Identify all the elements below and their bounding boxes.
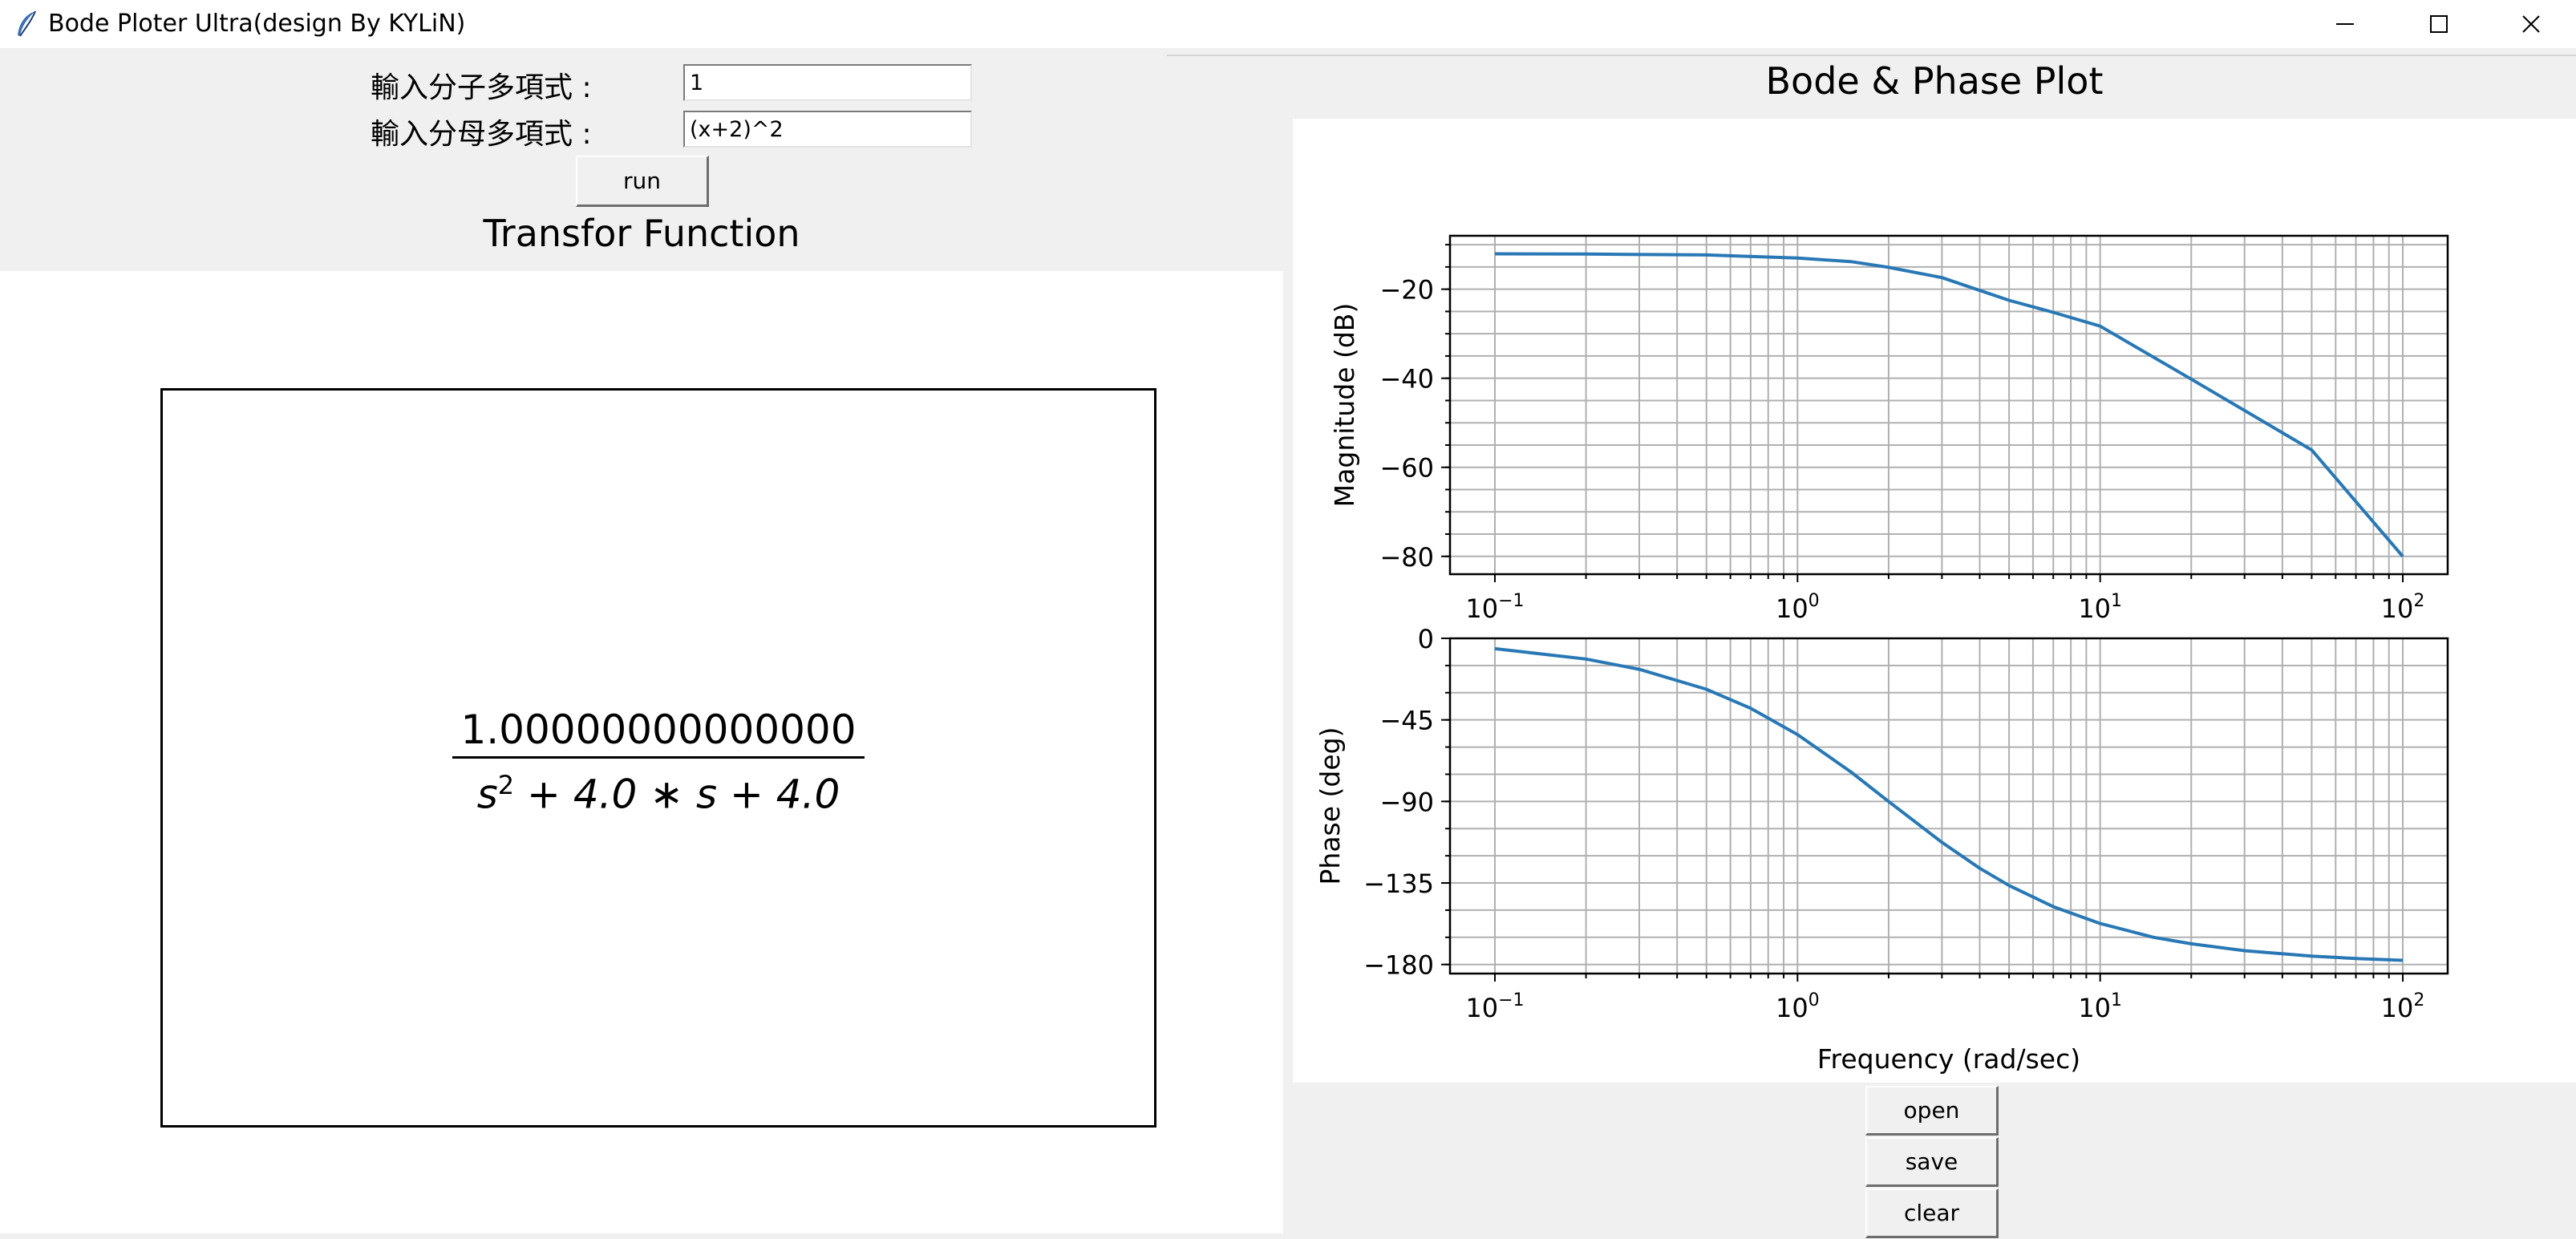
numerator-input[interactable]: [683, 64, 972, 101]
minimize-button[interactable]: [2299, 0, 2392, 48]
y-tick-label: −90: [1379, 787, 1434, 817]
x-tick-exponent: 2: [2413, 591, 2424, 611]
axes-frame: [1448, 234, 2449, 576]
y-tick-label: −45: [1379, 706, 1434, 736]
tf-denominator: s2 + 4.0 ∗ s + 4.0: [163, 759, 1154, 821]
y-tick-label: −40: [1379, 364, 1434, 395]
x-tick-exponent: −1: [1498, 990, 1524, 1010]
tf-denominator-s: s: [476, 771, 498, 818]
x-tick-exponent: 1: [2111, 990, 2122, 1010]
y-tick-label: −180: [1363, 950, 1434, 981]
tf-denominator-rest: + 4.0 ∗ s + 4.0: [514, 771, 840, 818]
feather-icon: [18, 10, 36, 37]
tf-numerator: 1.00000000000000: [452, 703, 865, 759]
x-tick-base: 10: [2078, 993, 2111, 1023]
y-axis-label: Phase (deg): [1314, 727, 1346, 885]
x-tick-base: 10: [1465, 993, 1498, 1023]
input-panel: 輸入分子多項式 : 輸入分母多項式 : run Transfor Functio…: [0, 56, 1283, 271]
series-line: [1494, 252, 2404, 558]
x-tick-base: 10: [2078, 593, 2111, 624]
x-tick-exponent: 2: [2413, 990, 2424, 1010]
open-button[interactable]: open: [1865, 1086, 1999, 1136]
transfer-function-fraction: 1.00000000000000 s2 + 4.0 ∗ s + 4.0: [163, 703, 1154, 821]
maximize-icon: [2430, 15, 2448, 33]
axes-frame: [1448, 637, 2449, 975]
close-button[interactable]: [2485, 0, 2576, 48]
x-tick-label: 10−1: [1465, 990, 1524, 1023]
window-divider: [1167, 55, 2576, 56]
close-icon: [2522, 15, 2540, 33]
x-axis-label: Frequency (rad/sec): [1817, 1043, 2080, 1075]
y-tick-label: −80: [1379, 542, 1434, 573]
y-axis-label: Magnitude (dB): [1329, 303, 1360, 508]
save-button[interactable]: save: [1865, 1137, 1999, 1187]
bode-plot-canvas: −20 −40 −60 −80 10−1 100 101 102 Magnitude (dB) 0…: [1293, 119, 2576, 1083]
x-tick-base: 10: [2381, 593, 2414, 624]
transfer-function-box: 1.00000000000000 s2 + 4.0 ∗ s + 4.0: [160, 388, 1156, 1128]
maximize-button[interactable]: [2392, 0, 2485, 48]
x-tick-base: 10: [2381, 993, 2414, 1023]
transfer-function-canvas: 1.00000000000000 s2 + 4.0 ∗ s + 4.0: [0, 271, 1283, 1233]
x-tick-exponent: 1: [2111, 591, 2122, 611]
transfer-function-title: Transfor Function: [483, 212, 800, 255]
y-tick-label: −60: [1379, 453, 1434, 484]
x-tick-exponent: 0: [1808, 990, 1820, 1010]
x-tick-label: 102: [2381, 990, 2425, 1023]
x-tick-base: 10: [1776, 993, 1808, 1023]
y-tick-label: −135: [1363, 869, 1434, 899]
x-tick-label: 100: [1776, 591, 1820, 624]
x-tick-label: 102: [2381, 591, 2425, 624]
y-tick-label: 0: [1418, 624, 1434, 654]
x-tick-exponent: 0: [1808, 591, 1820, 611]
x-tick-label: 101: [2078, 990, 2122, 1023]
x-tick-label: 101: [2078, 591, 2122, 624]
series-line: [1494, 646, 2404, 962]
y-tick-label: −20: [1379, 275, 1434, 306]
clear-button[interactable]: clear: [1865, 1188, 1999, 1238]
minimize-icon: [2336, 23, 2354, 25]
denominator-label: 輸入分母多項式 :: [371, 118, 592, 151]
plot-title: Bode & Phase Plot: [1765, 59, 2104, 103]
tf-denominator-exp: 2: [497, 770, 515, 800]
numerator-label: 輸入分子多項式 :: [371, 71, 592, 104]
run-button[interactable]: run: [576, 156, 709, 207]
x-tick-base: 10: [1465, 593, 1498, 624]
denominator-input[interactable]: [683, 111, 972, 148]
title-bar: Bode Ploter Ultra(design By KYLiN): [0, 0, 2576, 48]
x-tick-label: 100: [1776, 990, 1820, 1023]
window-title: Bode Ploter Ultra(design By KYLiN): [48, 10, 466, 38]
x-tick-base: 10: [1776, 593, 1808, 624]
x-tick-exponent: −1: [1498, 591, 1524, 611]
x-tick-label: 10−1: [1465, 591, 1524, 624]
